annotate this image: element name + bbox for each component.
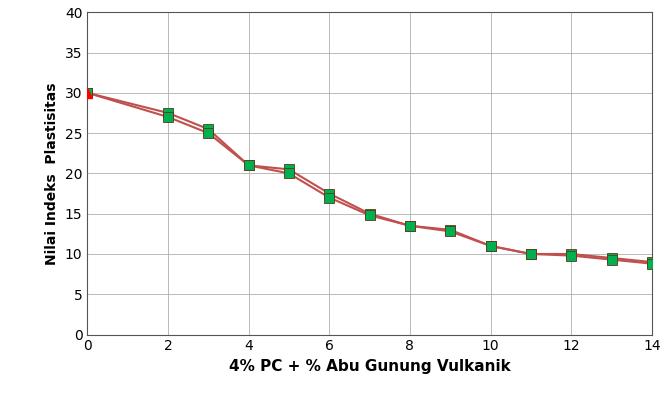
Y-axis label: Nilai Indeks  Plastisitas: Nilai Indeks Plastisitas	[45, 82, 59, 265]
X-axis label: 4% PC + % Abu Gunung Vulkanik: 4% PC + % Abu Gunung Vulkanik	[228, 359, 511, 374]
